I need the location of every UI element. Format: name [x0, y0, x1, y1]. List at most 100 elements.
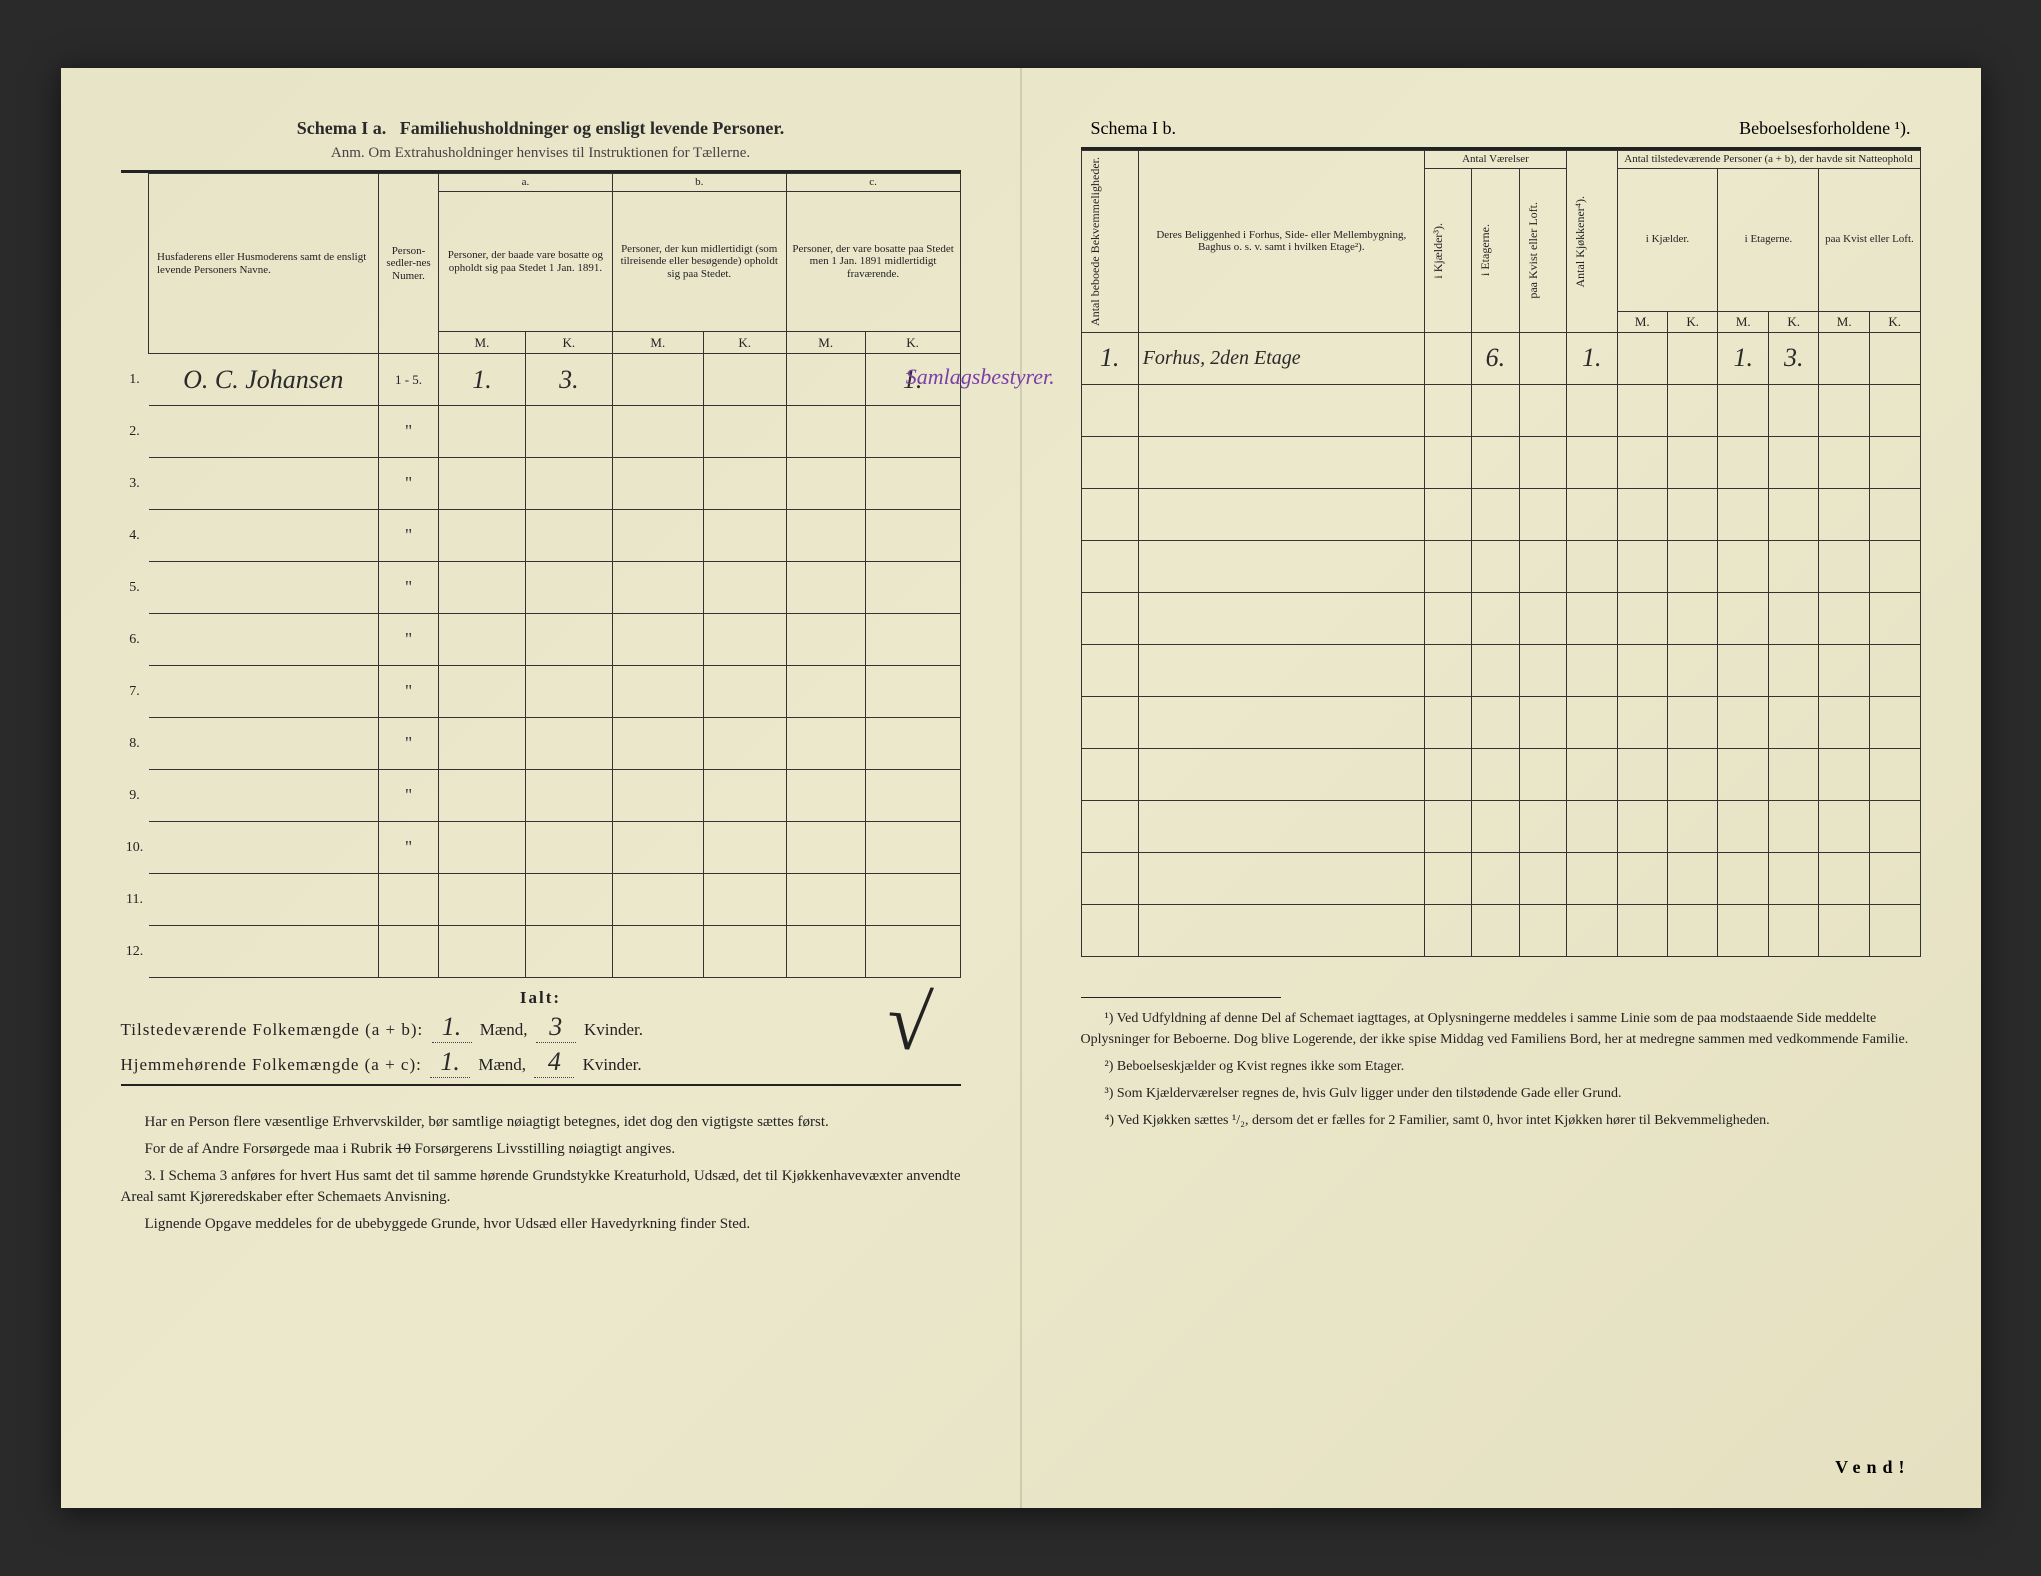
kvK: [1869, 852, 1920, 904]
c-k: [865, 562, 960, 614]
col-belig: Deres Beliggenhed i Forhus, Side- eller …: [1138, 151, 1424, 333]
et: [1471, 644, 1519, 696]
maend-2: Mænd,: [478, 1055, 526, 1074]
kvM: [1819, 592, 1869, 644]
bek: [1081, 696, 1138, 748]
kvK: [1869, 644, 1920, 696]
b-m: [612, 354, 703, 406]
name-cell: [149, 666, 379, 718]
a-k: [525, 770, 612, 822]
belig: [1138, 748, 1424, 800]
r-kjM: M.: [1617, 311, 1667, 332]
bek: [1081, 904, 1138, 956]
etM: [1718, 800, 1768, 852]
c-m: [786, 874, 865, 926]
belig: [1138, 852, 1424, 904]
belig: [1138, 436, 1424, 488]
col-bekvem: Antal beboede Bekvemmeligheder.: [1086, 153, 1105, 330]
foot1: ¹) Ved Udfyldning af denne Del af Schema…: [1081, 1008, 1921, 1050]
right-table: Antal beboede Bekvemmeligheder. Deres Be…: [1081, 150, 1921, 957]
belig: [1138, 904, 1424, 956]
person-num: ": [379, 822, 439, 874]
row-number: 6.: [121, 614, 149, 666]
group-b-text: Personer, der kun midlertidigt (som tilr…: [612, 192, 786, 332]
table-row: [1081, 592, 1920, 644]
kv: [1519, 488, 1566, 540]
kvinder-2: Kvinder.: [583, 1055, 642, 1074]
et: [1471, 436, 1519, 488]
paper-sheet: Schema I a. Familiehusholdninger og ensl…: [61, 68, 1981, 1508]
et: [1471, 384, 1519, 436]
etM: [1718, 488, 1768, 540]
table-row: 10. ": [121, 822, 961, 874]
a-k: [525, 458, 612, 510]
table-row: 9. ": [121, 770, 961, 822]
kv: [1519, 696, 1566, 748]
c-k: [865, 510, 960, 562]
kjok: [1567, 696, 1617, 748]
right-half: Schema I b. Beboelsesforholdene ¹). Anta…: [1021, 68, 1981, 1508]
person-num: ": [379, 510, 439, 562]
schema-1a-desc: Familiehusholdninger og ensligt levende …: [400, 118, 785, 138]
left-table: Husfaderens eller Husmoderens samt de en…: [121, 173, 961, 978]
a-k: [525, 874, 612, 926]
c-k: [865, 614, 960, 666]
kvM: [1819, 696, 1869, 748]
sub-kjael: i Kjælder.: [1617, 168, 1718, 311]
schema-1a-label: Schema I a.: [297, 118, 387, 138]
kvM: [1819, 384, 1869, 436]
kjok: [1567, 592, 1617, 644]
left-anm: Anm. Om Extrahusholdninger henvises til …: [121, 145, 961, 162]
person-num: ": [379, 770, 439, 822]
row-number: 2.: [121, 406, 149, 458]
etM: [1718, 384, 1768, 436]
name-cell: [149, 510, 379, 562]
v-kjael: i Kjælder³).: [1429, 219, 1448, 283]
kvM: [1819, 800, 1869, 852]
kvM: [1819, 852, 1869, 904]
et: [1471, 592, 1519, 644]
tilstede-m: 1.: [432, 1012, 472, 1043]
kjok: [1567, 384, 1617, 436]
kv: [1519, 436, 1566, 488]
b-k: [703, 458, 786, 510]
b-k: [703, 770, 786, 822]
bek: [1081, 592, 1138, 644]
etK: [1768, 436, 1818, 488]
tilstede-k: 3: [536, 1012, 576, 1043]
a-m: [439, 562, 526, 614]
kv: [1519, 592, 1566, 644]
table-row: [1081, 384, 1920, 436]
person-num: [379, 874, 439, 926]
kv: [1519, 800, 1566, 852]
c-m: [786, 718, 865, 770]
bek: [1081, 800, 1138, 852]
kj: [1424, 644, 1471, 696]
tilstede-line: Tilstedeværende Folkemængde (a + b): 1. …: [121, 1012, 961, 1043]
person-num: ": [379, 406, 439, 458]
kv: [1519, 384, 1566, 436]
person-num: ": [379, 666, 439, 718]
right-title: Schema I b. Beboelsesforholdene ¹).: [1081, 118, 1921, 139]
b-m: [612, 510, 703, 562]
b-k: [703, 614, 786, 666]
name-cell: [149, 562, 379, 614]
b-k: [703, 562, 786, 614]
belig: [1138, 540, 1424, 592]
h-bm: M.: [612, 332, 703, 354]
bek: [1081, 384, 1138, 436]
tilstede-label: Tilstedeværende Folkemængde (a + b):: [121, 1020, 424, 1039]
kvK: [1869, 540, 1920, 592]
b-k: [703, 926, 786, 978]
c-k: [865, 458, 960, 510]
a-k: [525, 510, 612, 562]
person-num: ": [379, 458, 439, 510]
kj: [1424, 904, 1471, 956]
b-m: [612, 406, 703, 458]
c-k: [865, 926, 960, 978]
kj: [1424, 852, 1471, 904]
v-etag: i Etagerne.: [1476, 220, 1495, 280]
kj: [1424, 800, 1471, 852]
name-cell: [149, 926, 379, 978]
table-row: [1081, 540, 1920, 592]
